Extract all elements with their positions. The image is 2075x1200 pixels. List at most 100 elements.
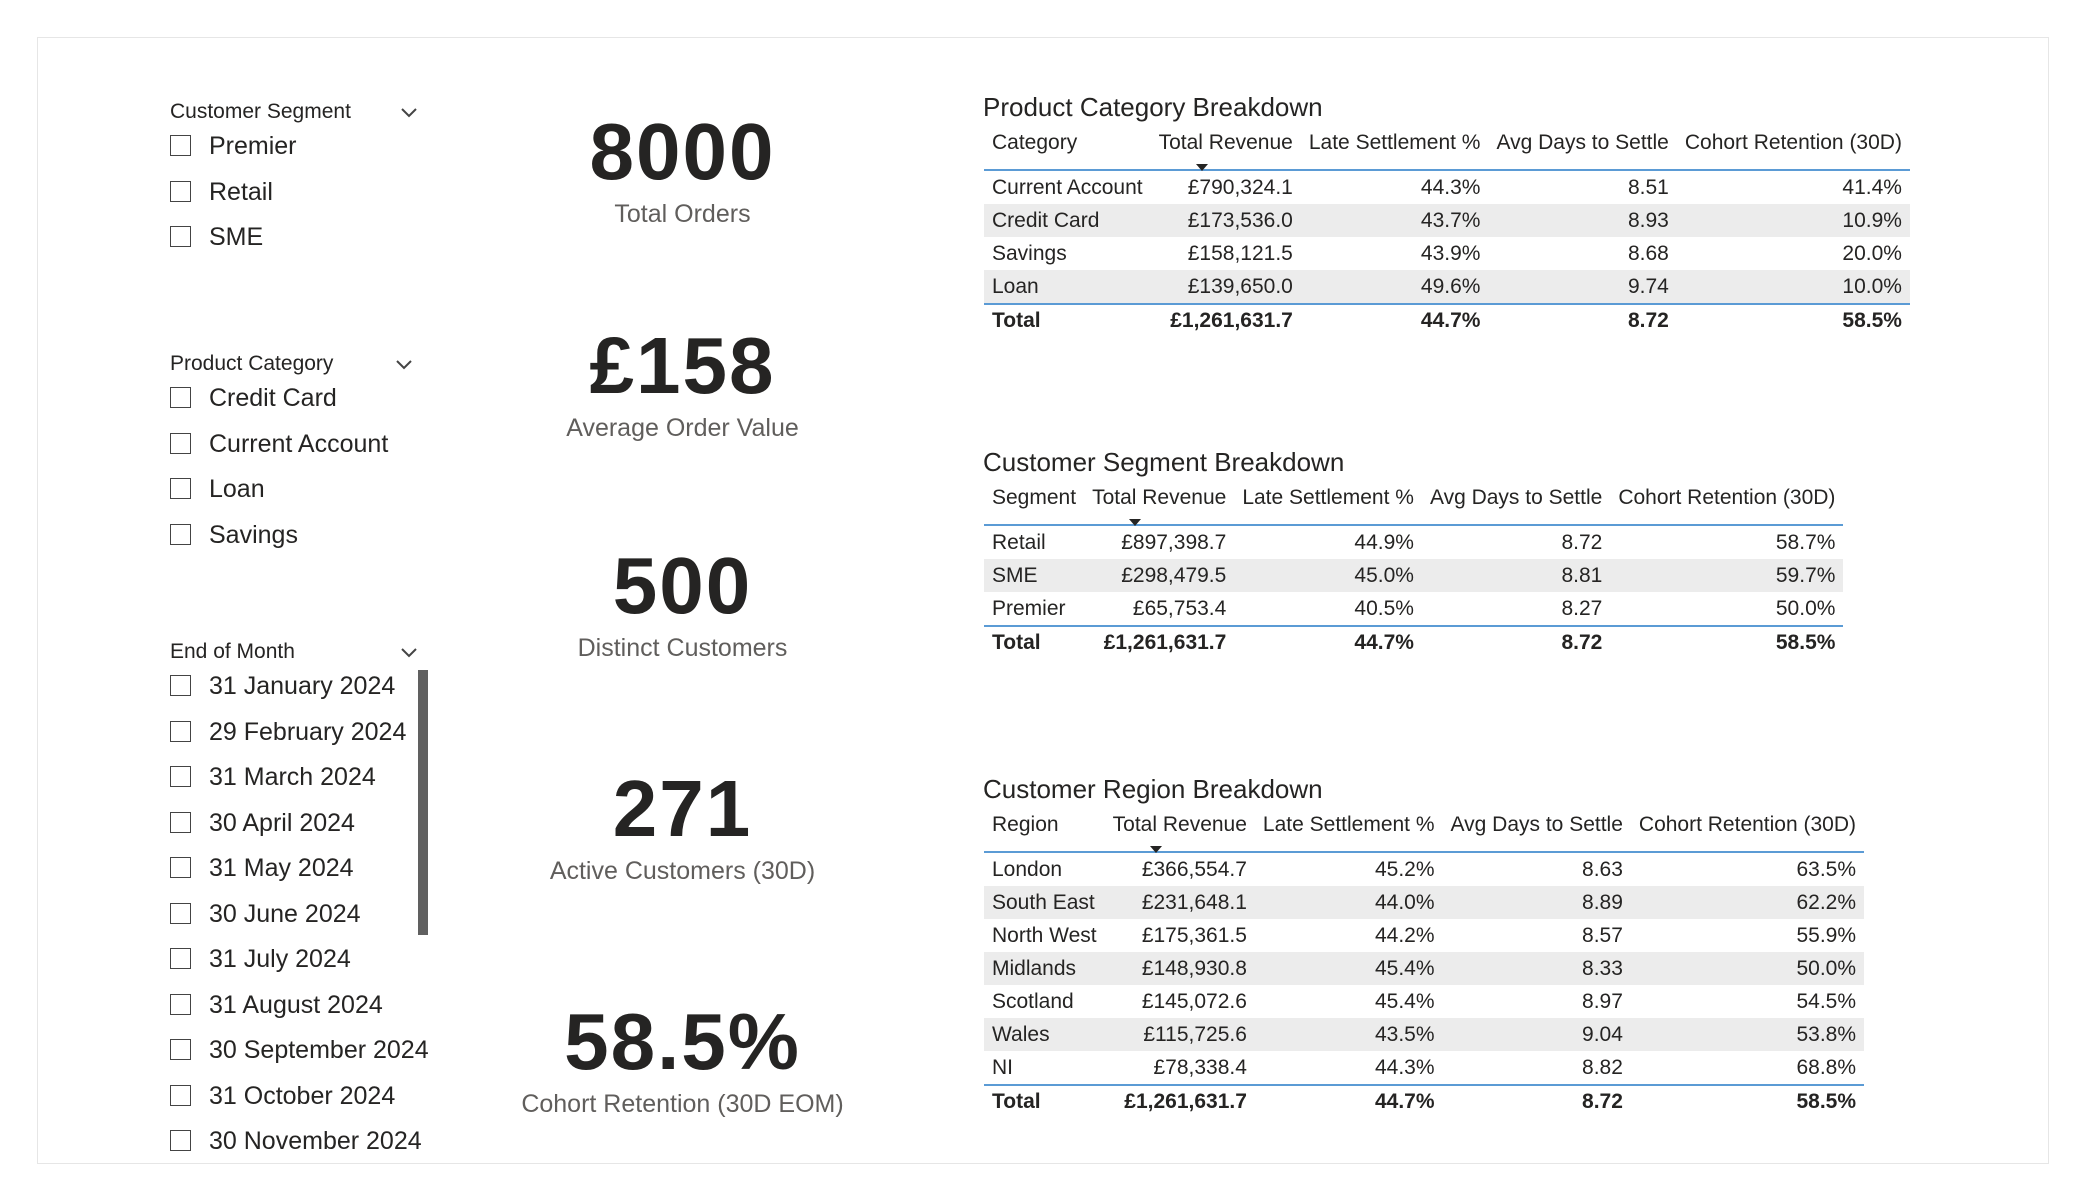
table-cell: 44.9% <box>1354 530 1414 554</box>
slicer-option-credit-card[interactable]: Credit Card <box>170 384 440 430</box>
table-cell: 58.5% <box>1842 309 1902 332</box>
table-cell: Savings <box>992 241 1067 265</box>
slicer-option-sme[interactable]: SME <box>170 223 440 269</box>
table-cell: £366,554.7 <box>1141 857 1247 881</box>
slicer-option-premier[interactable]: Premier <box>170 132 440 178</box>
table-row[interactable]: London £366,554.7 45.2% 8.63 63.5% <box>984 852 1864 886</box>
chevron-down-icon[interactable] <box>396 100 422 126</box>
table-cell: Wales <box>984 1018 1105 1051</box>
checkbox[interactable] <box>170 811 191 833</box>
table-cell: 8.63 <box>1582 857 1623 881</box>
checkbox[interactable] <box>170 993 191 1015</box>
table-cell: South East <box>984 886 1105 919</box>
slicer-option-month[interactable]: 31 July 2024 <box>170 945 440 991</box>
table-cell: £1,261,631.7 <box>1170 309 1293 332</box>
checkbox[interactable] <box>170 720 191 742</box>
table-row[interactable]: North West £175,361.5 44.2% 8.57 55.9% <box>984 919 1864 952</box>
table-row[interactable]: Savings £158,121.5 43.9% 8.68 20.0% <box>984 237 1910 270</box>
table-cell: £148,930.8 <box>1104 952 1255 985</box>
checkbox[interactable] <box>170 135 191 156</box>
slicer-option-month[interactable]: 31 May 2024 <box>170 854 440 900</box>
customer-region-table: Region Total Revenue Late Settlement % A… <box>984 809 1865 1118</box>
checkbox[interactable] <box>170 180 191 202</box>
table-row[interactable]: NI £78,338.4 44.3% 8.82 68.8% <box>984 1051 1864 1085</box>
checkbox[interactable] <box>170 766 191 787</box>
slicer-product-category: Product Category Credit Card Current Acc… <box>170 352 440 566</box>
slicer-option-month[interactable]: 30 September 2024 <box>170 1036 440 1082</box>
checkbox[interactable] <box>170 387 191 408</box>
table-row[interactable]: Wales £115,725.6 43.5% 9.04 53.8% <box>984 1018 1865 1051</box>
slicer-option-month[interactable]: 31 October 2024 <box>170 1082 440 1128</box>
option-label: 30 April 2024 <box>209 808 355 837</box>
column-header[interactable]: Region <box>992 813 1059 836</box>
table-row[interactable]: Scotland £145,072.6 45.4% 8.97 54.5% <box>984 985 1864 1018</box>
chevron-down-icon[interactable] <box>396 640 422 666</box>
column-header[interactable]: Avg Days to Settle <box>1429 486 1603 509</box>
checkbox[interactable] <box>170 675 191 696</box>
column-header[interactable]: Category <box>992 131 1078 154</box>
slicer-option-month[interactable]: 29 February 2024 <box>170 718 440 764</box>
slicer-option-loan[interactable]: Loan <box>170 475 440 521</box>
table-cell: 9.74 <box>1488 270 1677 304</box>
column-header[interactable]: Avg Days to Settle <box>1496 131 1669 154</box>
column-header-sorted[interactable]: Total Revenue <box>1105 809 1255 853</box>
slicer-option-retail[interactable]: Retail <box>170 178 440 224</box>
table-row[interactable]: Premier £65,753.4 40.5% 8.27 50.0% <box>984 592 1843 626</box>
checkbox[interactable] <box>170 902 191 924</box>
customer-segment-table: Segment Total Revenue Late Settlement % … <box>984 482 1844 659</box>
slicer-option-month[interactable]: 31 August 2024 <box>170 991 440 1037</box>
table-cell: 8.72 <box>1561 631 1603 654</box>
column-header[interactable]: Late Settlement % <box>1262 813 1435 836</box>
table-row[interactable]: SME £298,479.5 45.0% 8.81 59.7% <box>984 559 1844 592</box>
checkbox[interactable] <box>170 1039 191 1060</box>
checkbox[interactable] <box>170 857 191 878</box>
table-cell: £897,398.7 <box>1121 530 1227 554</box>
checkbox[interactable] <box>170 478 191 499</box>
column-header[interactable]: Segment <box>992 486 1077 509</box>
column-header[interactable]: Cohort Retention (30D) <box>1618 486 1836 509</box>
kpi-value: 58.5% <box>564 997 801 1086</box>
table-row[interactable]: Loan £139,650.0 49.6% 9.74 10.0% <box>984 270 1910 304</box>
column-header[interactable]: Late Settlement % <box>1308 131 1481 154</box>
slicer-option-month[interactable]: 30 June 2024 <box>170 900 440 946</box>
column-header-sorted[interactable]: Total Revenue <box>1151 127 1301 171</box>
table-cell: 8.27 <box>1561 596 1603 620</box>
slicer-option-month[interactable]: 30 November 2024 <box>170 1127 440 1173</box>
chevron-down-icon[interactable] <box>391 352 417 378</box>
table-row[interactable]: Midlands £148,930.8 45.4% 8.33 50.0% <box>984 952 1865 985</box>
table-cell: 8.82 <box>1582 1055 1623 1079</box>
slicer-option-month[interactable]: 31 March 2024 <box>170 763 440 809</box>
kpi-card-average-order-value: £158 Average Order Value <box>500 326 865 443</box>
column-header[interactable]: Cohort Retention (30D) <box>1684 131 1902 154</box>
table-cell: 8.97 <box>1582 989 1623 1013</box>
table-cell: £145,072.6 <box>1141 989 1247 1013</box>
column-header[interactable]: Cohort Retention (30D) <box>1638 813 1857 836</box>
column-header[interactable]: Late Settlement % <box>1242 486 1414 509</box>
table-cell: Current Account <box>992 175 1143 199</box>
slicer-option-savings[interactable]: Savings <box>170 521 440 567</box>
option-label: 31 October 2024 <box>209 1081 396 1110</box>
column-header-sorted[interactable]: Total Revenue <box>1084 482 1234 526</box>
slicer-end-of-month: End of Month 31 January 2024 29 February… <box>170 640 440 1173</box>
table-row[interactable]: Current Account £790,324.1 44.3% 8.51 41.4% <box>984 170 1910 204</box>
slicer-option-current-account[interactable]: Current Account <box>170 430 440 476</box>
table-cell: 45.2% <box>1374 857 1435 881</box>
column-header[interactable]: Avg Days to Settle <box>1450 813 1623 836</box>
checkbox[interactable] <box>170 948 191 969</box>
table-cell: 54.5% <box>1796 989 1857 1013</box>
table-row[interactable]: Credit Card £173,536.0 43.7% 8.93 10.9% <box>984 204 1910 237</box>
checkbox[interactable] <box>170 226 191 247</box>
checkbox[interactable] <box>170 1130 191 1151</box>
option-label: 29 February 2024 <box>209 717 407 746</box>
slicer-scrollbar[interactable] <box>418 670 428 935</box>
slicer-option-month[interactable]: 31 January 2024 <box>170 672 440 718</box>
checkbox[interactable] <box>170 523 191 545</box>
kpi-card-total-orders: 8000 Total Orders <box>500 112 865 229</box>
table-cell: 49.6% <box>1300 270 1489 304</box>
checkbox[interactable] <box>170 432 191 454</box>
slicer-option-month[interactable]: 30 April 2024 <box>170 809 440 855</box>
kpi-label: Active Customers (30D) <box>549 857 816 885</box>
table-row[interactable]: South East £231,648.1 44.0% 8.89 62.2% <box>984 886 1865 919</box>
table-row[interactable]: Retail £897,398.7 44.9% 8.72 58.7% <box>984 525 1843 559</box>
checkbox[interactable] <box>170 1084 191 1106</box>
